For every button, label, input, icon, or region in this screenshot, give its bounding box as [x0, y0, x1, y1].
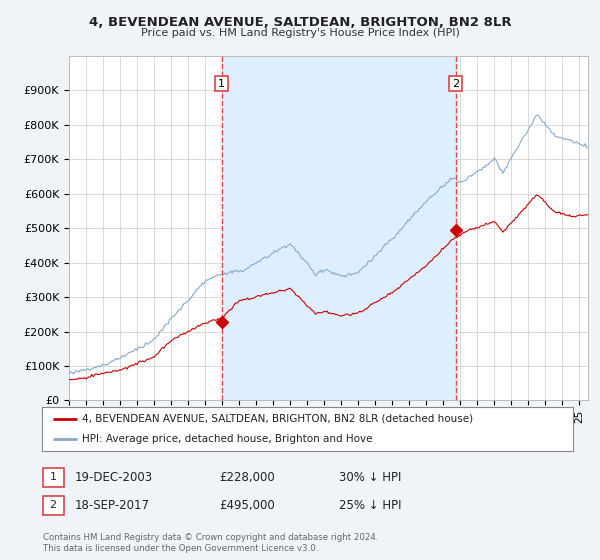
Text: 4, BEVENDEAN AVENUE, SALTDEAN, BRIGHTON, BN2 8LR (detached house): 4, BEVENDEAN AVENUE, SALTDEAN, BRIGHTON,…	[82, 414, 473, 424]
Text: 2: 2	[452, 78, 459, 88]
Text: 2: 2	[50, 500, 56, 510]
Text: 25% ↓ HPI: 25% ↓ HPI	[339, 498, 401, 512]
Text: HPI: Average price, detached house, Brighton and Hove: HPI: Average price, detached house, Brig…	[82, 434, 373, 444]
Text: £495,000: £495,000	[219, 498, 275, 512]
Text: 19-DEC-2003: 19-DEC-2003	[75, 470, 153, 484]
Text: 1: 1	[218, 78, 225, 88]
Bar	[221, 56, 455, 400]
Text: 4, BEVENDEAN AVENUE, SALTDEAN, BRIGHTON, BN2 8LR: 4, BEVENDEAN AVENUE, SALTDEAN, BRIGHTON,…	[89, 16, 511, 29]
Text: 18-SEP-2017: 18-SEP-2017	[75, 498, 150, 512]
Text: £228,000: £228,000	[219, 470, 275, 484]
Text: 1: 1	[50, 472, 56, 482]
Text: Contains HM Land Registry data © Crown copyright and database right 2024.
This d: Contains HM Land Registry data © Crown c…	[43, 533, 379, 553]
Text: Price paid vs. HM Land Registry's House Price Index (HPI): Price paid vs. HM Land Registry's House …	[140, 28, 460, 38]
Text: 30% ↓ HPI: 30% ↓ HPI	[339, 470, 401, 484]
